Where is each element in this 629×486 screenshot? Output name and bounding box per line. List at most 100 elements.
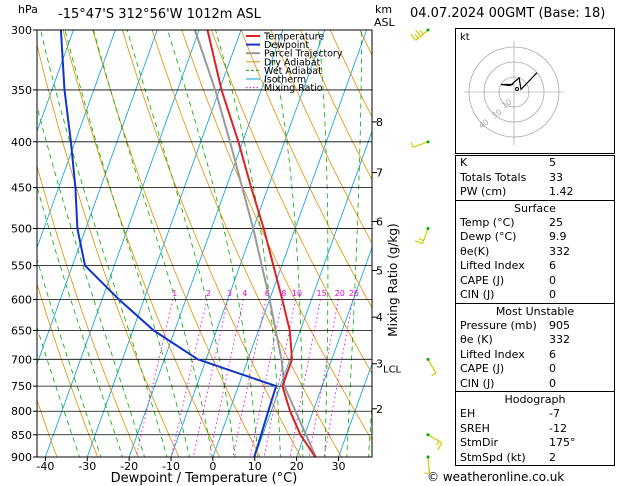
most-unstable-section: Most Unstable Pressure (mb) 905 θe (K) 332 L… [456,302,614,392]
isotherm-line [128,30,284,457]
mixing-ratio-line [308,299,339,457]
most-unstable-label: Lifted Index [460,347,525,361]
hodograph-row: SREH -12 [456,422,614,437]
mixing-ratio-line [232,299,267,457]
hodograph-value: 2 [549,450,556,464]
mixing-ratio-label: 2 [206,289,211,298]
index-label: PW (cm) [460,185,507,198]
most-unstable-row: CAPE (J) 0 [456,362,614,377]
most-unstable-title: Most Unstable [495,304,575,318]
dry-adiabat-line [240,30,372,309]
km-label: km [375,3,393,16]
most-unstable-row: CIN (J) 0 [456,377,614,392]
surface-section: Surface Temp (°C) 25 Dewp (°C) 9.9 θe(K) 332 L… [456,199,614,303]
wind-barb [426,433,443,451]
hodograph-row: StmDir 175° [456,436,614,451]
most-unstable-label: Pressure (mb) [460,318,537,332]
hodograph-table-title: Hodograph [504,393,566,406]
wind-barb [426,357,437,377]
dry-adiabat-line [151,30,342,457]
legend-entry: Temperature [263,32,324,43]
dry-adiabat-line [122,30,302,457]
pressure-tick-label: 900 [11,451,32,464]
km-tick-label: 4 [376,311,383,324]
surface-value: 9.9 [549,230,567,243]
hpa-unit-label: hPa [18,3,38,16]
dry-adiabat-line [37,282,99,457]
dry-adiabat-line [211,30,372,375]
hodograph-label: StmDir [460,436,499,449]
mixing-ratio-label: 3 [227,289,232,298]
legend-entry: Wet Adiabat [264,66,322,77]
mixing-ratio-label: 10 [292,289,302,298]
dry-adiabat-line [92,30,261,457]
km-tick-label: 7 [376,167,383,180]
surface-label: θe(K) [460,244,490,258]
surface-value: 6 [549,259,556,272]
asl-label: ASL [374,16,395,29]
pressure-tick-label: 500 [11,223,32,236]
plot-frame [36,29,373,458]
most-unstable-row: Pressure (mb) 905 [456,319,614,334]
dry-adiabat-line [37,398,58,457]
index-label: Totals Totals [460,170,527,184]
wet-adiabat-line [93,30,213,457]
surface-row: CIN (J) 0 [456,288,614,303]
temperature-tick-label: 10 [248,460,262,473]
mixing-ratio-line [323,299,354,457]
legend-entry: Parcel Trajectory [264,49,343,60]
surface-row: Dewp (°C) 9.9 [456,230,614,245]
hodograph-value: -7 [549,407,560,420]
hodograph-value: -12 [549,421,567,435]
surface-value: 0 [549,288,556,301]
pressure-tick-label: 600 [11,293,32,306]
wet-adiabat-line [167,30,259,457]
wet-adiabat-line [126,30,236,457]
surface-label: Dewp (°C) [460,230,517,243]
most-unstable-value: 332 [549,333,570,346]
wind-barb [410,140,430,148]
hodograph-label: EH [460,407,476,420]
surface-label: CAPE (J) [460,273,505,287]
pressure-tick-label: 850 [11,429,32,442]
wet-adiabat-line [64,30,190,457]
hodograph-label: SREH [460,421,490,435]
index-label: K [460,156,468,169]
temperature-tick-label: 20 [290,460,304,473]
mixing-ratio-label: 25 [349,289,359,298]
hodograph-trace [500,72,538,91]
temperature-tick-label: -20 [120,460,138,473]
dry-adiabat-line [37,164,139,457]
mixing-ratio-label: 1 [172,289,177,298]
dry-adiabat-line [300,30,372,181]
hodograph-row: StmSpd (kt) 2 [456,451,614,466]
hodograph-panel: kt 40 30 10 [455,28,615,154]
wind-barb [410,28,430,41]
legend-entry: Isotherm [264,75,306,86]
mixing-ratio-label: 8 [281,289,286,298]
hodograph-ring-label: 10 [500,97,514,110]
dry-adiabat-line [62,30,221,457]
surface-value: 25 [549,215,563,229]
km-tick-label: 3 [376,358,383,371]
most-unstable-value: 0 [549,362,556,375]
surface-row: θe(K) 332 [456,245,614,260]
hodograph-unit-label: kt [460,32,470,43]
wet-adiabat-line [37,325,80,457]
pressure-tick-label: 300 [11,24,32,37]
wet-adiabat-line [37,257,102,457]
surface-row: Lifted Index 6 [456,259,614,274]
temperature-tick-label: 0 [209,460,216,473]
isotherm-line [37,30,116,249]
legend-entry: Mixing Ratio [264,83,323,94]
wet-adiabat-line [267,30,304,457]
wet-adiabat-line [37,184,123,457]
mixing-ratio-line [208,299,244,457]
mixing-ratio-label: 20 [335,289,345,298]
mixing-ratio-line [192,299,229,457]
lcl-label: LCL [383,365,402,376]
pressure-tick-label: 700 [11,353,32,366]
credit-text: © weatheronline.co.uk [427,470,565,484]
